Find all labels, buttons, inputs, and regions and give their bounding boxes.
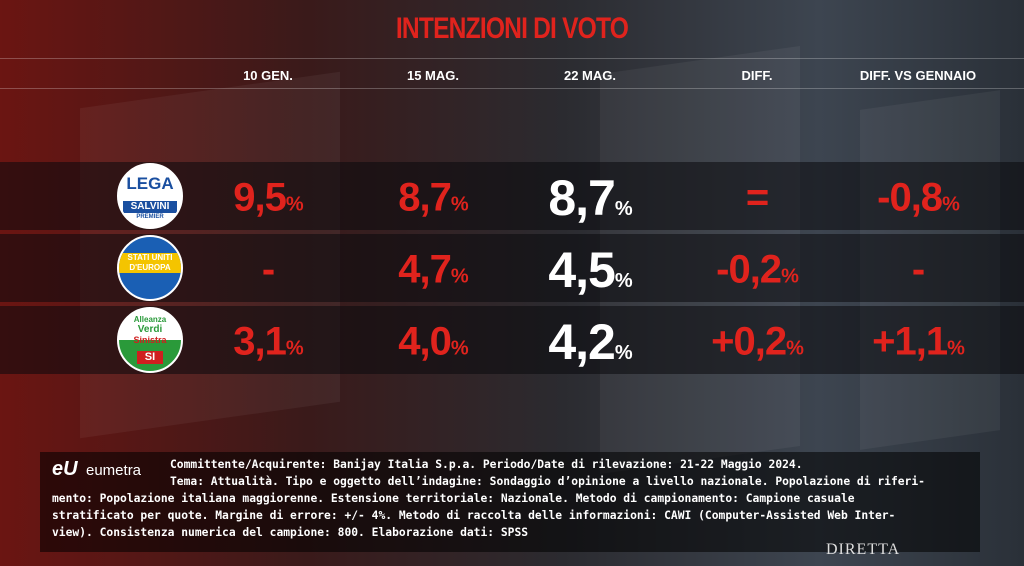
party-logo: Alleanza Verdi Sinistra SI bbox=[117, 307, 183, 373]
logo-text: Sinistra bbox=[133, 335, 167, 345]
footer-line: mento: Popolazione italiana maggiorenne.… bbox=[52, 492, 855, 505]
column-header: 22 MAG. bbox=[563, 68, 616, 83]
title: INTENZIONI DI VOTO bbox=[395, 12, 629, 45]
unit: % bbox=[942, 193, 960, 216]
value: 9,5 bbox=[233, 175, 287, 220]
value: 3,1 bbox=[233, 319, 287, 364]
value-cell: 4,0% bbox=[353, 320, 513, 365]
column-header: DIFF. VS GENNAIO bbox=[859, 68, 977, 83]
value-cell: - bbox=[838, 248, 998, 293]
value-cell: 3,1% bbox=[188, 320, 348, 365]
value-cell: +1,1% bbox=[838, 320, 998, 365]
value-cell: 4,5% bbox=[510, 241, 670, 299]
logo-text: SALVINI bbox=[123, 201, 177, 213]
column-header: DIFF. bbox=[741, 68, 773, 83]
unit: % bbox=[450, 193, 469, 216]
value: 8,7 bbox=[548, 170, 616, 226]
unit: % bbox=[614, 198, 633, 220]
column-header: 10 GEN. bbox=[243, 68, 293, 83]
unit: % bbox=[285, 337, 304, 360]
value-cell: -0,8% bbox=[838, 176, 998, 221]
footer-line: Committente/Acquirente: Banijay Italia S… bbox=[170, 458, 803, 471]
value: 4,2 bbox=[548, 314, 616, 370]
party-logo: LEGA SALVINI PREMIER bbox=[117, 163, 183, 229]
value: -0,2 bbox=[716, 247, 782, 292]
logo-text: STATI UNITI bbox=[119, 253, 181, 263]
unit: % bbox=[786, 337, 804, 360]
unit: % bbox=[450, 265, 469, 288]
value-cell: 4,7% bbox=[353, 248, 513, 293]
logo-text: PREMIER bbox=[136, 214, 164, 220]
value-cell: = bbox=[677, 176, 837, 221]
value: - bbox=[911, 247, 925, 292]
logo-text: Alleanza bbox=[133, 315, 167, 324]
value: 4,7 bbox=[398, 247, 452, 292]
value-cell: 9,5% bbox=[188, 176, 348, 221]
logo-text: Verdi bbox=[137, 324, 163, 335]
value-cell: -0,2% bbox=[677, 248, 837, 293]
value-cell: 8,7% bbox=[353, 176, 513, 221]
unit: % bbox=[285, 193, 304, 216]
unit: % bbox=[947, 337, 965, 360]
footer-line: Tema: Attualità. Tipo e oggetto dell’ind… bbox=[170, 475, 925, 488]
value: +0,2 bbox=[711, 319, 787, 364]
value-cell: 4,2% bbox=[510, 313, 670, 371]
value: +1,1 bbox=[872, 319, 948, 364]
unit: % bbox=[450, 337, 469, 360]
value-cell: +0,2% bbox=[677, 320, 837, 365]
value: -0,8 bbox=[877, 175, 943, 220]
value: 4,0 bbox=[398, 319, 452, 364]
value: 4,5 bbox=[548, 242, 616, 298]
party-logo: STATI UNITI D'EUROPA bbox=[117, 235, 183, 301]
logo-text: LEGA bbox=[126, 174, 174, 193]
unit: % bbox=[781, 265, 799, 288]
brand-mark: eU bbox=[52, 458, 78, 480]
footer-line: view). Consistenza numerica del campione… bbox=[52, 526, 529, 539]
logo-text: SI bbox=[137, 351, 163, 364]
value: = bbox=[745, 175, 769, 220]
footer-box bbox=[40, 452, 980, 552]
value-cell: 8,7% bbox=[510, 169, 670, 227]
value-cell: - bbox=[188, 248, 348, 293]
brand: eumetra bbox=[86, 462, 142, 479]
badge: DIRETTA bbox=[826, 541, 901, 558]
separator bbox=[0, 88, 1024, 89]
unit: % bbox=[614, 342, 633, 364]
value: 8,7 bbox=[398, 175, 452, 220]
value: - bbox=[261, 247, 275, 292]
unit: % bbox=[614, 270, 633, 292]
footer-line: stratificato per quote. Margine di error… bbox=[52, 509, 896, 522]
separator bbox=[0, 58, 1024, 59]
logo-text: D'EUROPA bbox=[119, 263, 181, 273]
column-header: 15 MAG. bbox=[406, 68, 459, 83]
